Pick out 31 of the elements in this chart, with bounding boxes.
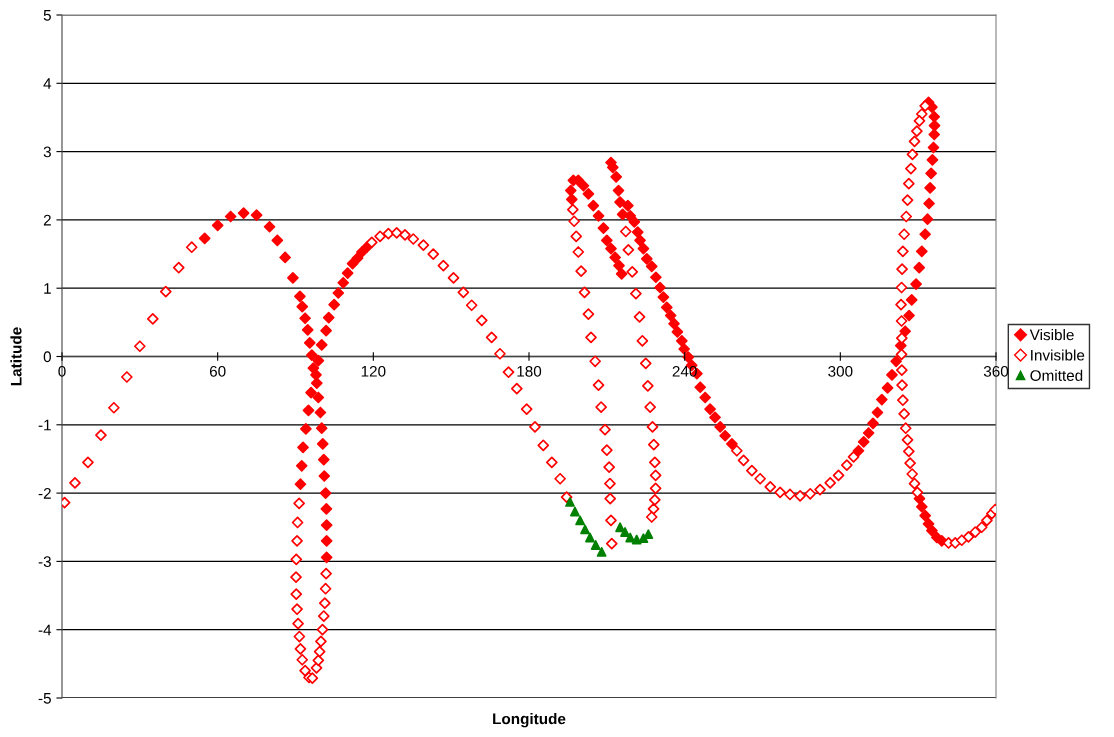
y-tick-label: 4 <box>43 78 52 89</box>
point <box>590 540 601 550</box>
x-tick-label: 60 <box>209 365 226 377</box>
y-tick-label: -5 <box>38 693 51 704</box>
x-tick-label: 180 <box>517 365 542 377</box>
legend-label: Omitted <box>1030 369 1083 381</box>
x-tick-label: 120 <box>361 365 386 377</box>
point <box>575 515 585 526</box>
point <box>620 527 630 537</box>
point <box>570 506 580 517</box>
y-tick-label: 1 <box>44 283 51 294</box>
y-tick-label: 2 <box>43 214 51 226</box>
point <box>615 522 625 533</box>
y-tick-label: 5 <box>43 10 51 21</box>
legend-label: Invisible <box>1031 349 1085 361</box>
y-tick-label: -2 <box>38 487 51 499</box>
x-tick-label: 300 <box>828 365 853 377</box>
y-tick-label: 0 <box>43 351 51 363</box>
point <box>638 533 649 544</box>
x-tick-label: 0 <box>58 365 66 377</box>
y-tick-label: -1 <box>38 419 51 431</box>
legend-label: Visible <box>1029 329 1074 341</box>
x-tick-label: 360 <box>983 365 1009 377</box>
y-axis-title: Latitude <box>10 327 22 386</box>
x-axis-title: Longitude <box>493 713 566 728</box>
point <box>565 497 575 507</box>
y-tick-label: -3 <box>38 556 51 568</box>
point <box>596 546 607 557</box>
y-tick-label: -4 <box>38 624 52 636</box>
point <box>580 524 590 535</box>
y-tick-label: 3 <box>43 146 51 158</box>
